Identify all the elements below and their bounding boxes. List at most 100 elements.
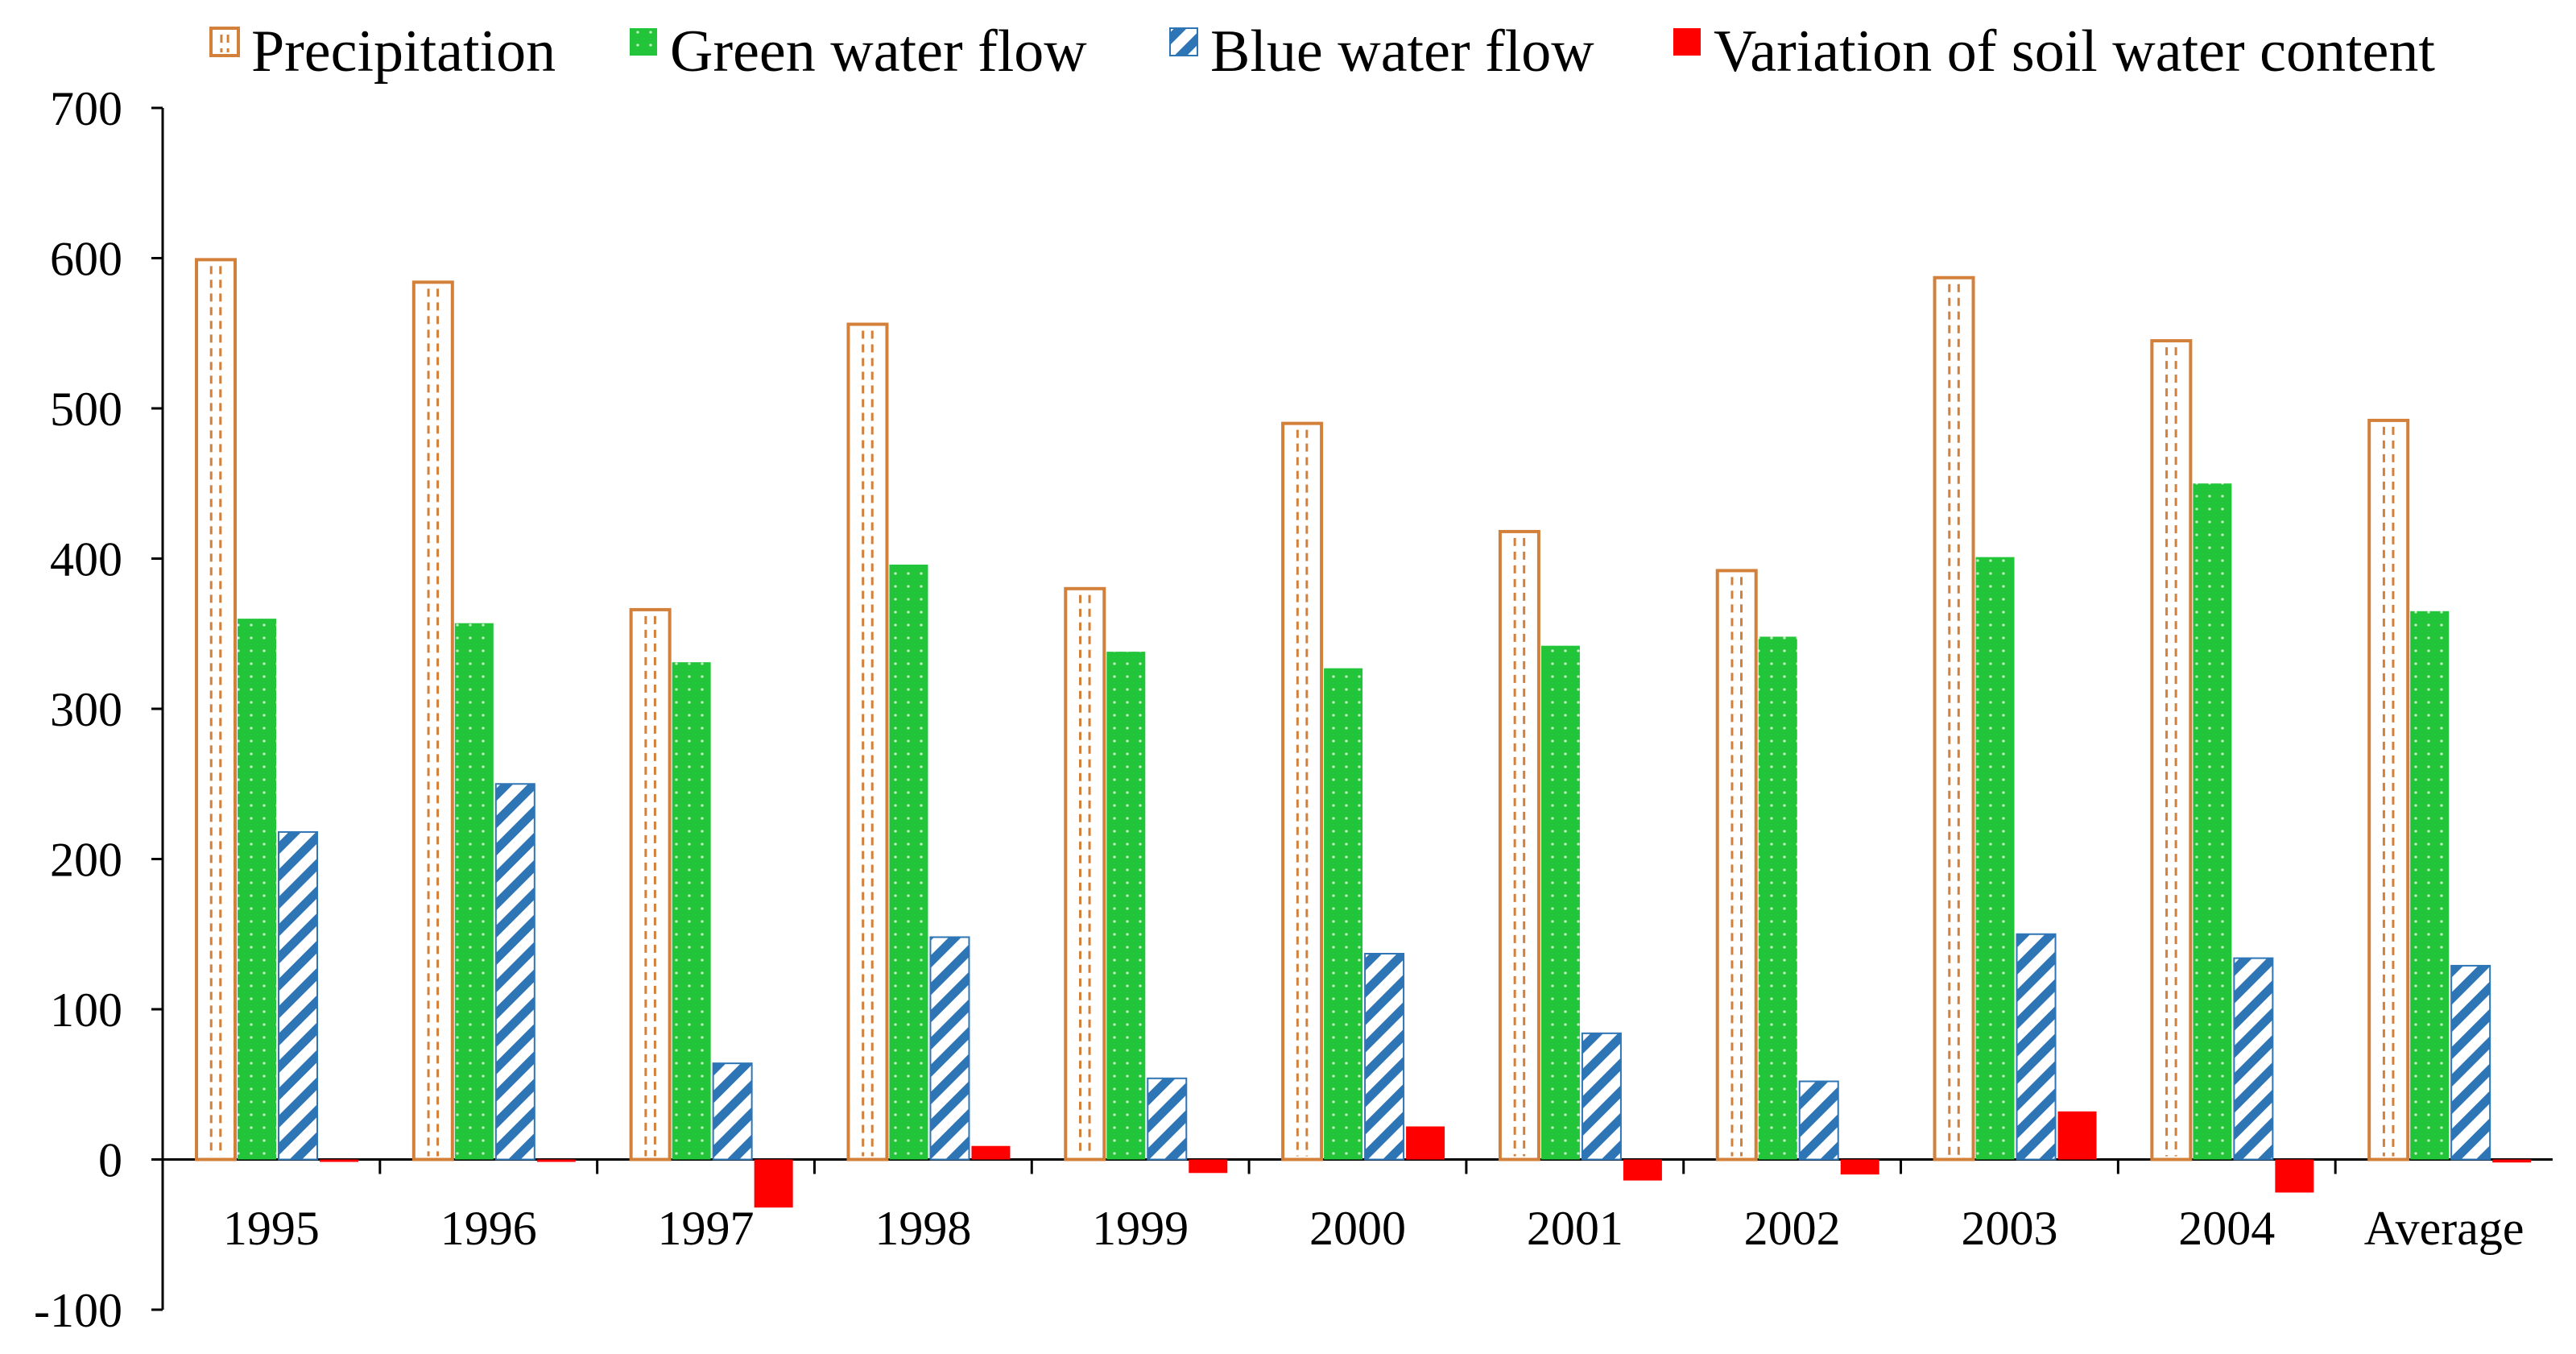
y-tick-label: 400	[50, 533, 122, 586]
bar-rect	[1364, 952, 1405, 1161]
x-tick-label: 1997	[658, 1202, 755, 1255]
bar-green-water-flow-1999	[1106, 652, 1146, 1160]
bar-blue-water-flow-average	[2450, 964, 2491, 1161]
bar-variation-of-soil-water-content-2002	[1840, 1159, 1879, 1175]
y-tick-label: 600	[50, 233, 122, 286]
bar-rect	[536, 1159, 576, 1162]
bar-variation-of-soil-water-content-1999	[1189, 1159, 1228, 1174]
bar-rect	[889, 564, 928, 1160]
y-tick-label: 100	[50, 983, 122, 1037]
bar-blue-water-flow-1996	[494, 783, 535, 1161]
bar-rect	[1106, 652, 1146, 1160]
legend-item-variation-of-soil-water-content: Variation of soil water content	[1673, 19, 2435, 85]
bar-blue-water-flow-1998	[929, 936, 970, 1161]
bar-rect	[2233, 957, 2274, 1161]
x-tick-label: 1995	[223, 1202, 320, 1255]
bar-precipitation-1999	[1064, 586, 1106, 1161]
bar-variation-of-soil-water-content-1998	[971, 1145, 1011, 1160]
bar-rect	[320, 1159, 358, 1162]
bar-variation-of-soil-water-content-2000	[1406, 1126, 1445, 1160]
bar-rect	[2057, 1111, 2097, 1160]
bar-rect	[1064, 586, 1106, 1161]
legend-swatch	[1673, 28, 1701, 56]
x-tick-label: Average	[2364, 1202, 2524, 1255]
bar-green-water-flow-2000	[1324, 668, 1363, 1160]
bar-rect	[1715, 569, 1758, 1161]
bar-rect	[278, 830, 318, 1161]
bar-rect	[2492, 1159, 2532, 1163]
bar-precipitation-2003	[1933, 275, 1975, 1161]
bar-rect	[454, 623, 494, 1160]
bar-rect	[1758, 636, 1797, 1160]
bar-green-water-flow-2002	[1758, 636, 1797, 1160]
bars	[195, 258, 2532, 1208]
y-tick-label: -100	[34, 1284, 122, 1337]
bar-green-water-flow-1998	[889, 564, 928, 1160]
bar-precipitation-1997	[629, 607, 672, 1161]
bar-green-water-flow-1995	[238, 619, 276, 1160]
x-tick-label: 1996	[440, 1202, 537, 1255]
bar-rect	[1540, 645, 1580, 1160]
bar-variation-of-soil-water-content-1996	[536, 1159, 576, 1162]
bar-variation-of-soil-water-content-average	[2492, 1159, 2532, 1163]
bar-rect	[411, 280, 454, 1161]
bar-precipitation-2004	[2150, 339, 2193, 1161]
x-tick-label: 2001	[1527, 1202, 1623, 1255]
bar-rect	[1281, 421, 1324, 1161]
bar-rect	[846, 322, 889, 1161]
bar-precipitation-1995	[195, 258, 237, 1161]
bar-rect	[2367, 418, 2410, 1161]
legend-swatch	[209, 27, 240, 57]
bar-rect	[629, 607, 672, 1161]
bar-rect	[712, 1062, 753, 1161]
bar-blue-water-flow-1997	[712, 1062, 753, 1161]
bar-rect	[2150, 339, 2193, 1161]
bar-blue-water-flow-2000	[1364, 952, 1405, 1161]
bar-green-water-flow-average	[2410, 611, 2450, 1160]
bar-green-water-flow-1996	[454, 623, 494, 1160]
x-tick-label: 1998	[875, 1202, 971, 1255]
bar-rect	[1933, 275, 1975, 1161]
legend-label: Green water flow	[670, 19, 1087, 85]
bar-blue-water-flow-2004	[2233, 957, 2274, 1161]
bar-rect	[754, 1159, 793, 1208]
bar-rect	[2275, 1159, 2314, 1193]
bar-precipitation-2002	[1715, 569, 1758, 1161]
bar-green-water-flow-2004	[2193, 483, 2232, 1160]
bar-rect	[2450, 964, 2491, 1161]
bar-rect	[1975, 557, 2015, 1160]
bar-rect	[1324, 668, 1363, 1160]
legend-swatch	[630, 28, 657, 56]
bar-variation-of-soil-water-content-1995	[320, 1159, 358, 1162]
bar-rect	[1840, 1159, 1879, 1175]
bar-blue-water-flow-2002	[1798, 1080, 1839, 1161]
legend-label: Blue water flow	[1210, 19, 1594, 85]
bar-rect	[971, 1145, 1011, 1160]
bar-precipitation-1996	[411, 280, 454, 1161]
legend-item-precipitation: Precipitation	[209, 19, 556, 85]
bar-rect	[494, 783, 535, 1161]
bar-precipitation-average	[2367, 418, 2410, 1161]
bar-rect	[2016, 933, 2057, 1161]
bar-variation-of-soil-water-content-1997	[754, 1159, 793, 1208]
legend-item-blue-water-flow: Blue water flow	[1169, 19, 1594, 85]
bar-rect	[238, 619, 276, 1160]
legend-item-green-water-flow: Green water flow	[630, 19, 1087, 85]
bar-rect	[1798, 1080, 1839, 1161]
legend: Precipitation Green water flow Blue water …	[209, 19, 2435, 85]
bar-blue-water-flow-2003	[2016, 933, 2057, 1161]
x-tick-label: 2000	[1309, 1202, 1406, 1255]
bar-rect	[195, 258, 237, 1161]
y-tick-label: 200	[50, 834, 122, 887]
y-tick-label: 500	[50, 383, 122, 436]
bar-blue-water-flow-2001	[1581, 1032, 1622, 1161]
bar-variation-of-soil-water-content-2001	[1623, 1159, 1662, 1181]
bar-blue-water-flow-1999	[1147, 1077, 1188, 1161]
bar-rect	[929, 936, 970, 1161]
bar-rect	[1498, 529, 1540, 1161]
bar-green-water-flow-1997	[672, 662, 711, 1160]
bar-rect	[2410, 611, 2450, 1160]
x-tick-label: 1999	[1092, 1202, 1189, 1255]
bar-precipitation-2000	[1281, 421, 1324, 1161]
